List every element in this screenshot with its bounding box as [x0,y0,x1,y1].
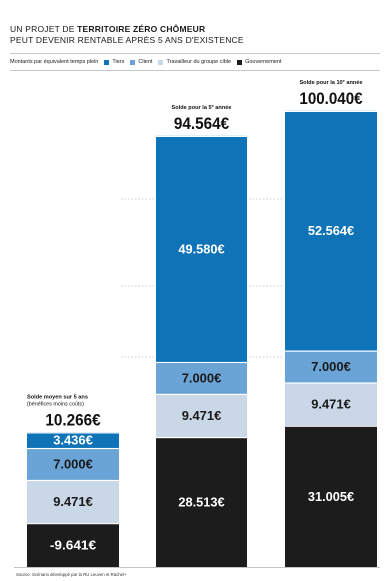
legend-swatch-gouvernement [237,59,243,65]
bar-1-client-label: 7.000€ [53,456,93,471]
legend-swatch-travailleur [158,59,164,65]
legend-item-gouvernement: Gouvernement [237,59,281,65]
bar-3-total: 100.040€ [299,89,363,108]
bar-3-tiers-label: 52.564€ [308,223,354,238]
bar-2-tiers [156,135,247,362]
bar-2-travailleur-separator [156,393,247,395]
legend-item-client: Client [130,59,152,65]
bar-1-tiers-separator [27,432,119,434]
title-emphasis: TERRITOIRE ZÉRO CHÔMEUR [77,24,206,34]
bar-1-client-separator [27,447,119,450]
legend: Montants par équivalent temps plein Tier… [10,59,380,65]
bar-1-caption: Solde moyen sur 5 ans [27,394,88,400]
bar-1-total: 10.266€ [45,410,101,429]
bar-1-travailleur-separator [27,479,119,482]
legend-text-travailleur: Travailleur du groupe cible [166,59,232,65]
chart-subtitle: PEUT DEVENIR RENTABLE APRÈS 5 ANS D'EXIS… [10,35,244,45]
bar-3-caption: Solde pour la 10e année [299,79,362,86]
bar-1-caption-line2: (bénéfices moins coûts) [27,401,84,407]
bar-2-client-label: 7.000€ [182,370,222,385]
legend-text-gouvernement: Gouvernement [245,59,282,65]
bar-3-tiers [285,110,377,351]
bar-3-gouvernement [285,425,377,567]
bar-2-gouvernement-separator [156,436,247,439]
legend-swatch-client [130,59,136,65]
bar-2-caption: Solde pour la 5e année [172,104,232,111]
bar-2-gouvernement-label: 28.513€ [178,494,224,509]
bar-2-tiers-label: 49.580€ [178,241,224,256]
bar-2-gouvernement [156,436,247,567]
bar-3-tiers-separator [285,110,377,113]
bar-2-travailleur-label: 9.471€ [182,408,222,423]
bar-2-client [156,361,247,394]
bar-2-travailleur [156,393,247,437]
bar-1-client [27,447,119,480]
legend-rule [10,70,380,71]
bar-3-client [285,350,377,383]
bar-1-tiers [27,432,119,448]
bar-2-client-separator [156,361,247,364]
legend-label: Montants par équivalent temps plein [10,59,99,65]
title-rule [10,53,380,54]
bar-2-tiers-separator [156,135,247,137]
bar-1-travailleur [27,479,119,524]
bar-3-travailleur-label: 9.471€ [311,397,351,412]
bar-1-gouvernement-separator [27,523,119,525]
bar-3-client-separator [285,350,377,352]
legend-text-client: Client [138,59,153,65]
bar-3-travailleur [285,382,377,426]
title-prefix: UN PROJET DE [10,24,78,34]
legend-item-travailleur: Travailleur du groupe cible [158,59,231,65]
bar-1-travailleur-label: 9.471€ [53,494,93,509]
bar-1-gouvernement-label: -9.641€ [50,538,96,553]
legend-text-tiers: Tiers [112,59,125,65]
bar-1-gouvernement [27,523,119,567]
legend-item-tiers: Tiers [104,59,124,65]
bar-3-gouvernement-label: 31.005€ [308,489,354,504]
bar-3-gouvernement-separator [285,425,377,427]
source-note: Source: Scénario développé par la RU Leu… [16,572,127,577]
bar-3-travailleur-separator [285,382,377,384]
bar-3-client-label: 7.000€ [311,359,351,374]
legend-swatch-tiers [104,59,110,65]
bar-1-tiers-label: 3.436€ [53,433,93,448]
bar-2-total: 94.564€ [174,114,230,133]
chart-title: UN PROJET DE TERRITOIRE ZÉRO CHÔMEUR [10,24,205,34]
